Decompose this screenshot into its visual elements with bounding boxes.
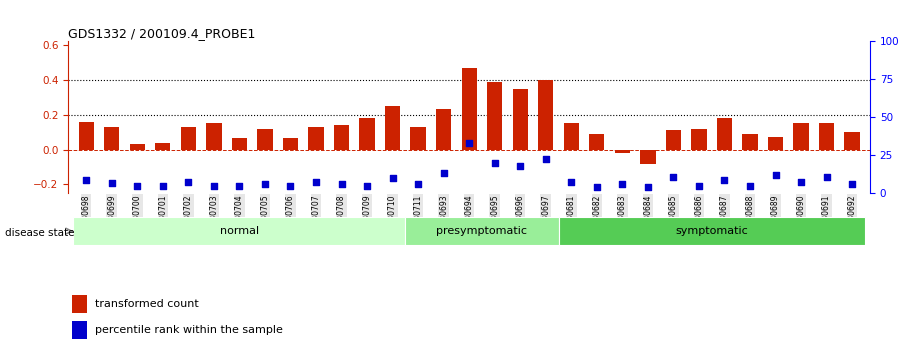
Point <box>513 164 527 169</box>
Bar <box>333 125 349 150</box>
Bar <box>589 134 605 150</box>
Bar <box>206 124 221 150</box>
Bar <box>666 130 681 150</box>
Point <box>181 179 196 185</box>
Bar <box>538 80 553 150</box>
Bar <box>513 89 527 150</box>
Point <box>691 184 706 189</box>
Bar <box>691 129 707 150</box>
Point <box>130 184 145 189</box>
Point <box>589 184 604 190</box>
Text: normal: normal <box>220 226 259 236</box>
Point <box>640 184 655 190</box>
Bar <box>768 137 783 150</box>
Bar <box>558 217 865 245</box>
Bar <box>72 321 87 339</box>
Bar <box>155 144 170 150</box>
Point <box>436 170 451 176</box>
Text: GDS1332 / 200109.4_PROBE1: GDS1332 / 200109.4_PROBE1 <box>68 27 256 40</box>
Point <box>462 140 476 145</box>
Point <box>309 179 323 185</box>
Point <box>360 184 374 189</box>
Point <box>385 176 400 181</box>
Point <box>334 182 349 187</box>
Bar <box>180 127 196 150</box>
Bar <box>74 217 405 245</box>
Text: symptomatic: symptomatic <box>675 226 748 236</box>
Bar <box>487 81 502 150</box>
Point <box>844 182 859 187</box>
Point <box>79 177 94 183</box>
Bar <box>844 132 860 150</box>
Bar <box>793 124 809 150</box>
Bar <box>72 295 87 313</box>
Bar <box>282 138 298 150</box>
Point <box>156 184 170 189</box>
Point <box>411 182 425 187</box>
Text: disease state: disease state <box>5 228 74 238</box>
Bar <box>615 150 630 153</box>
Bar <box>819 124 834 150</box>
Bar <box>104 127 119 150</box>
Bar <box>359 118 374 150</box>
Text: percentile rank within the sample: percentile rank within the sample <box>95 325 282 335</box>
Text: transformed count: transformed count <box>95 299 199 309</box>
Bar <box>564 124 579 150</box>
Point <box>819 174 834 179</box>
Point <box>564 179 578 185</box>
Point <box>105 180 119 186</box>
Point <box>742 184 757 189</box>
Bar <box>257 129 272 150</box>
Point <box>666 174 681 179</box>
Bar <box>717 118 732 150</box>
Bar <box>385 106 400 150</box>
Point <box>207 184 221 189</box>
Bar <box>129 144 145 150</box>
Point <box>232 184 247 189</box>
Point <box>768 172 783 178</box>
Point <box>793 179 808 185</box>
Point <box>283 184 298 189</box>
Point <box>717 177 732 183</box>
Bar <box>411 127 425 150</box>
Bar <box>231 138 247 150</box>
Point <box>258 182 272 187</box>
Bar <box>78 122 94 150</box>
Point <box>538 156 553 162</box>
Bar <box>308 127 323 150</box>
Point <box>615 182 630 187</box>
Bar <box>742 134 758 150</box>
Point <box>487 160 502 165</box>
Bar <box>462 68 476 150</box>
Bar <box>405 217 558 245</box>
Text: presymptomatic: presymptomatic <box>436 226 527 236</box>
Bar <box>436 109 451 150</box>
Bar <box>640 150 656 164</box>
